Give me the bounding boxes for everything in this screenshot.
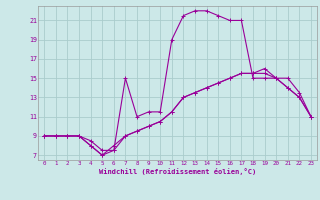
X-axis label: Windchill (Refroidissement éolien,°C): Windchill (Refroidissement éolien,°C) bbox=[99, 168, 256, 175]
